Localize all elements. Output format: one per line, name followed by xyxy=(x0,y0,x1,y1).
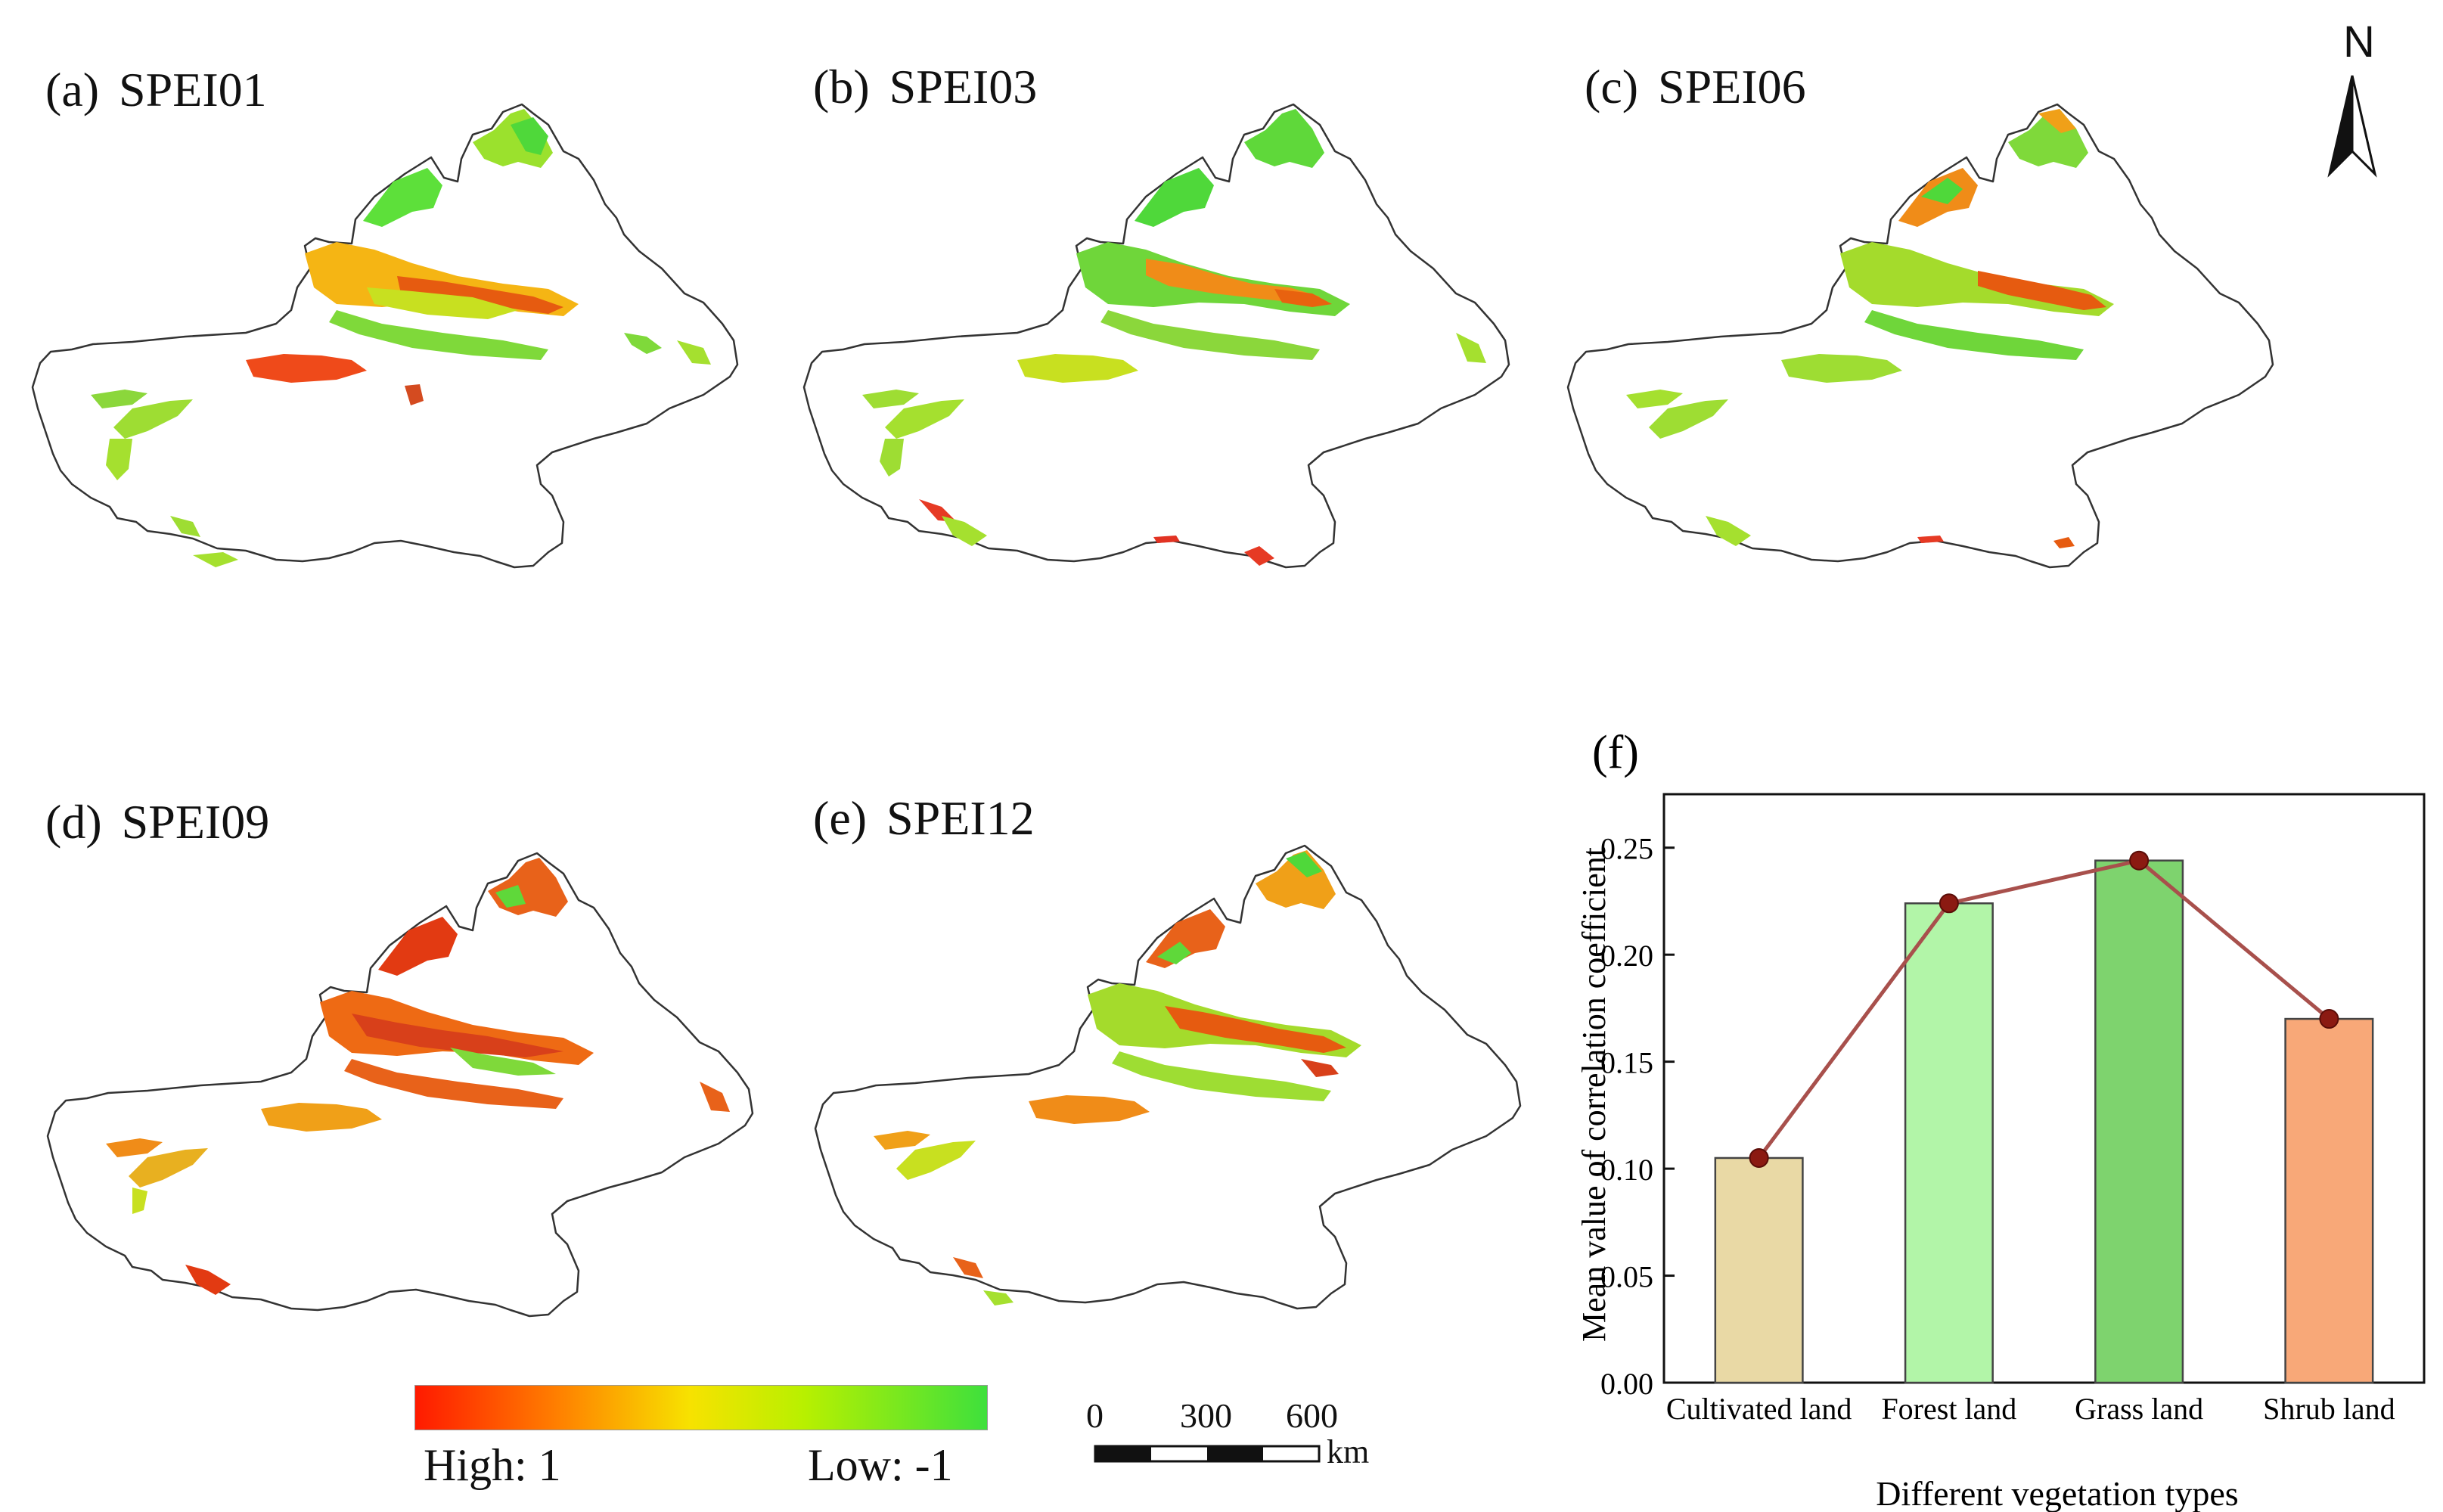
bar-chart: (f) 0.00 0.05 0.10 0.15 0.20 0.25 Cultivated l… xyxy=(1575,727,2426,1512)
panel-title: SPEI01 xyxy=(119,63,267,116)
x-tick-label: Shrub land xyxy=(2263,1392,2395,1426)
plot-frame xyxy=(1662,793,2426,1384)
map-spei09 xyxy=(46,852,754,1318)
panel-title: SPEI09 xyxy=(121,795,270,849)
scale-tick-label: 600 xyxy=(1286,1396,1338,1435)
panel-tag: (d) xyxy=(45,795,102,849)
map-spei12 xyxy=(814,844,1522,1310)
line-point xyxy=(1749,1147,1769,1168)
panel-label: (d) SPEI09 xyxy=(45,794,269,850)
bar xyxy=(1904,902,1994,1384)
trend-line xyxy=(1757,858,2330,1160)
chart-panel-tag: (f) xyxy=(1592,727,1639,778)
legend-gradient xyxy=(414,1385,988,1430)
scale-tick-label: 0 xyxy=(1086,1396,1104,1435)
panel-label: (a) SPEI01 xyxy=(45,62,267,118)
panel-tag: (e) xyxy=(813,791,868,845)
north-label: N xyxy=(2343,17,2375,67)
panel-tag: (b) xyxy=(813,60,870,113)
y-tick-label: 0.20 xyxy=(1600,939,1653,973)
map-spei06 xyxy=(1566,103,2274,569)
map-spei03 xyxy=(802,103,1510,569)
panel-tag: (a) xyxy=(45,63,100,116)
scale-tick-label: 300 xyxy=(1180,1396,1232,1435)
bar xyxy=(2284,1017,2374,1384)
line-point xyxy=(1939,893,1959,914)
x-axis-label: Different vegetation types xyxy=(1876,1474,2238,1512)
north-arrow-icon xyxy=(2327,75,2377,178)
panel-title: SPEI12 xyxy=(886,791,1035,845)
panel-tag: (c) xyxy=(1585,60,1639,113)
legend-high-label: High: 1 xyxy=(424,1440,561,1490)
line-point xyxy=(2129,850,2150,871)
x-tick-label: Grass land xyxy=(2075,1392,2203,1426)
panel-title: SPEI03 xyxy=(889,60,1038,113)
y-tick-label: 0.25 xyxy=(1600,832,1653,866)
y-tick-label: 0.10 xyxy=(1600,1153,1653,1187)
x-tick-label: Cultivated land xyxy=(1666,1392,1852,1426)
scale-bar xyxy=(1094,1445,1321,1463)
bar xyxy=(1714,1157,1804,1384)
y-tick-label: 0.05 xyxy=(1600,1260,1653,1294)
color-legend xyxy=(414,1385,988,1430)
panel-label: (b) SPEI03 xyxy=(813,59,1037,115)
scale-unit-label: km xyxy=(1327,1433,1370,1470)
legend-low-label: Low: -1 xyxy=(808,1440,953,1490)
bar xyxy=(2094,859,2184,1384)
line-point xyxy=(2319,1009,2339,1029)
map-spei01 xyxy=(31,103,739,569)
y-tick-label: 0.00 xyxy=(1600,1367,1653,1401)
panel-label: (c) SPEI06 xyxy=(1585,59,1806,115)
y-axis-label: Mean value of correlation coefficient xyxy=(1575,847,1613,1342)
panel-label: (e) SPEI12 xyxy=(813,790,1035,846)
y-tick-label: 0.15 xyxy=(1600,1046,1653,1080)
x-tick-label: Forest land xyxy=(1881,1392,2016,1426)
panel-title: SPEI06 xyxy=(1658,60,1806,113)
